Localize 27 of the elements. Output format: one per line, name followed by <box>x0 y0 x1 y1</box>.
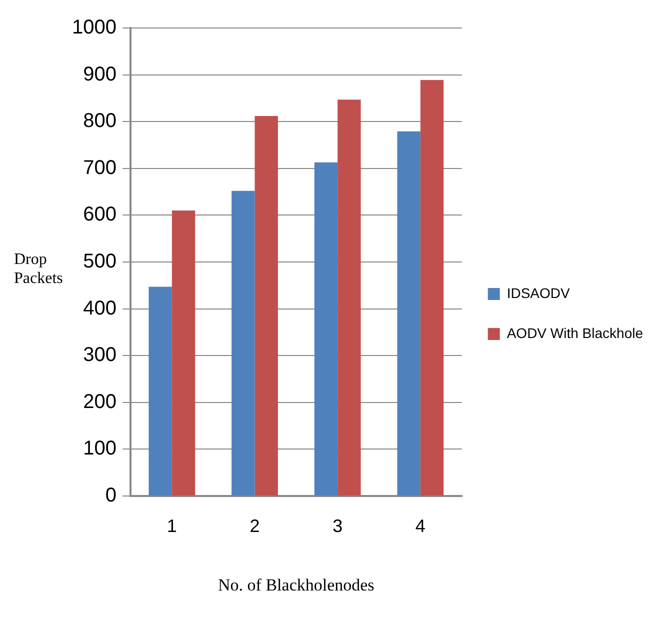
bar <box>254 116 278 496</box>
bar <box>420 80 444 496</box>
y-tick-label: 600 <box>83 204 116 226</box>
y-tick-label: 900 <box>83 63 116 86</box>
x-tick-label: 3 <box>332 516 343 536</box>
x-axis-title: No. of Blackholenodes <box>218 575 374 594</box>
x-tick-label: 1 <box>166 516 177 536</box>
bar <box>314 162 338 496</box>
legend-label: AODV With Blackhole <box>506 324 644 341</box>
y-tick-label: 0 <box>105 484 116 507</box>
bar <box>232 190 255 496</box>
x-tick-label: 4 <box>415 516 426 536</box>
y-tick-label: 700 <box>83 156 116 179</box>
bar <box>338 100 361 496</box>
bar <box>172 210 196 496</box>
y-axis-title: Drop Packets <box>14 250 64 288</box>
y-tick-label: 200 <box>83 390 116 413</box>
y-tick-label: 500 <box>83 250 116 273</box>
bar <box>397 131 420 496</box>
x-tick-label: 2 <box>250 516 260 536</box>
y-tick-label: 400 <box>83 297 116 320</box>
y-tick-label: 1000 <box>72 16 116 39</box>
y-tick-label: 800 <box>83 110 116 132</box>
bar <box>148 286 172 496</box>
y-tick-label: 300 <box>83 344 116 366</box>
legend-label: IDSAODV <box>506 284 571 301</box>
y-tick-label: 100 <box>83 438 116 460</box>
